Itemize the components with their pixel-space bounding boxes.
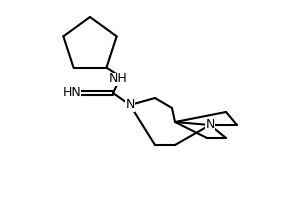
Text: N: N [125, 98, 135, 112]
Text: NH: NH [109, 72, 128, 86]
Text: HN: HN [63, 86, 81, 99]
Text: N: N [205, 118, 215, 132]
